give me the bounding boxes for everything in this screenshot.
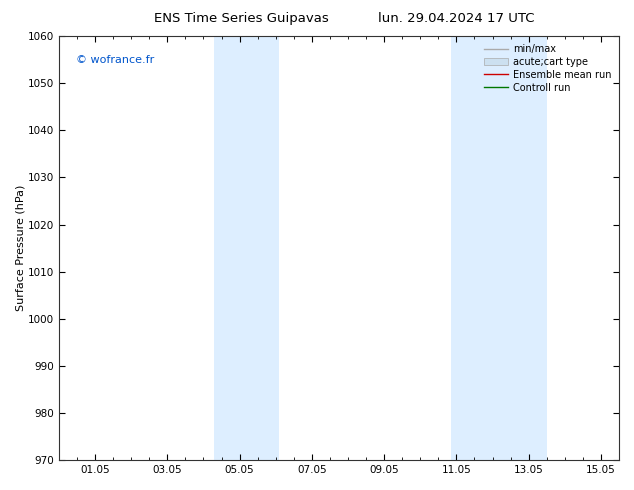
Text: ENS Time Series Guipavas: ENS Time Series Guipavas: [153, 12, 328, 25]
Bar: [474, 36, 547, 460]
Bar: [234, 36, 280, 460]
Y-axis label: Surface Pressure (hPa): Surface Pressure (hPa): [15, 185, 25, 311]
Text: © wofrance.fr: © wofrance.fr: [75, 55, 154, 65]
Bar: [214, 36, 234, 460]
Legend: min/max, acute;cart type, Ensemble mean run, Controll run: min/max, acute;cart type, Ensemble mean …: [481, 41, 614, 96]
Bar: [451, 36, 474, 460]
Text: lun. 29.04.2024 17 UTC: lun. 29.04.2024 17 UTC: [378, 12, 534, 25]
